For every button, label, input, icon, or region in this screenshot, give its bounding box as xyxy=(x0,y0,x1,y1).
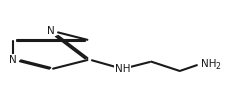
Text: 2: 2 xyxy=(215,62,220,71)
Text: N: N xyxy=(9,54,17,65)
Text: N: N xyxy=(47,26,55,36)
Text: NH: NH xyxy=(201,59,217,69)
Text: NH: NH xyxy=(115,64,130,74)
